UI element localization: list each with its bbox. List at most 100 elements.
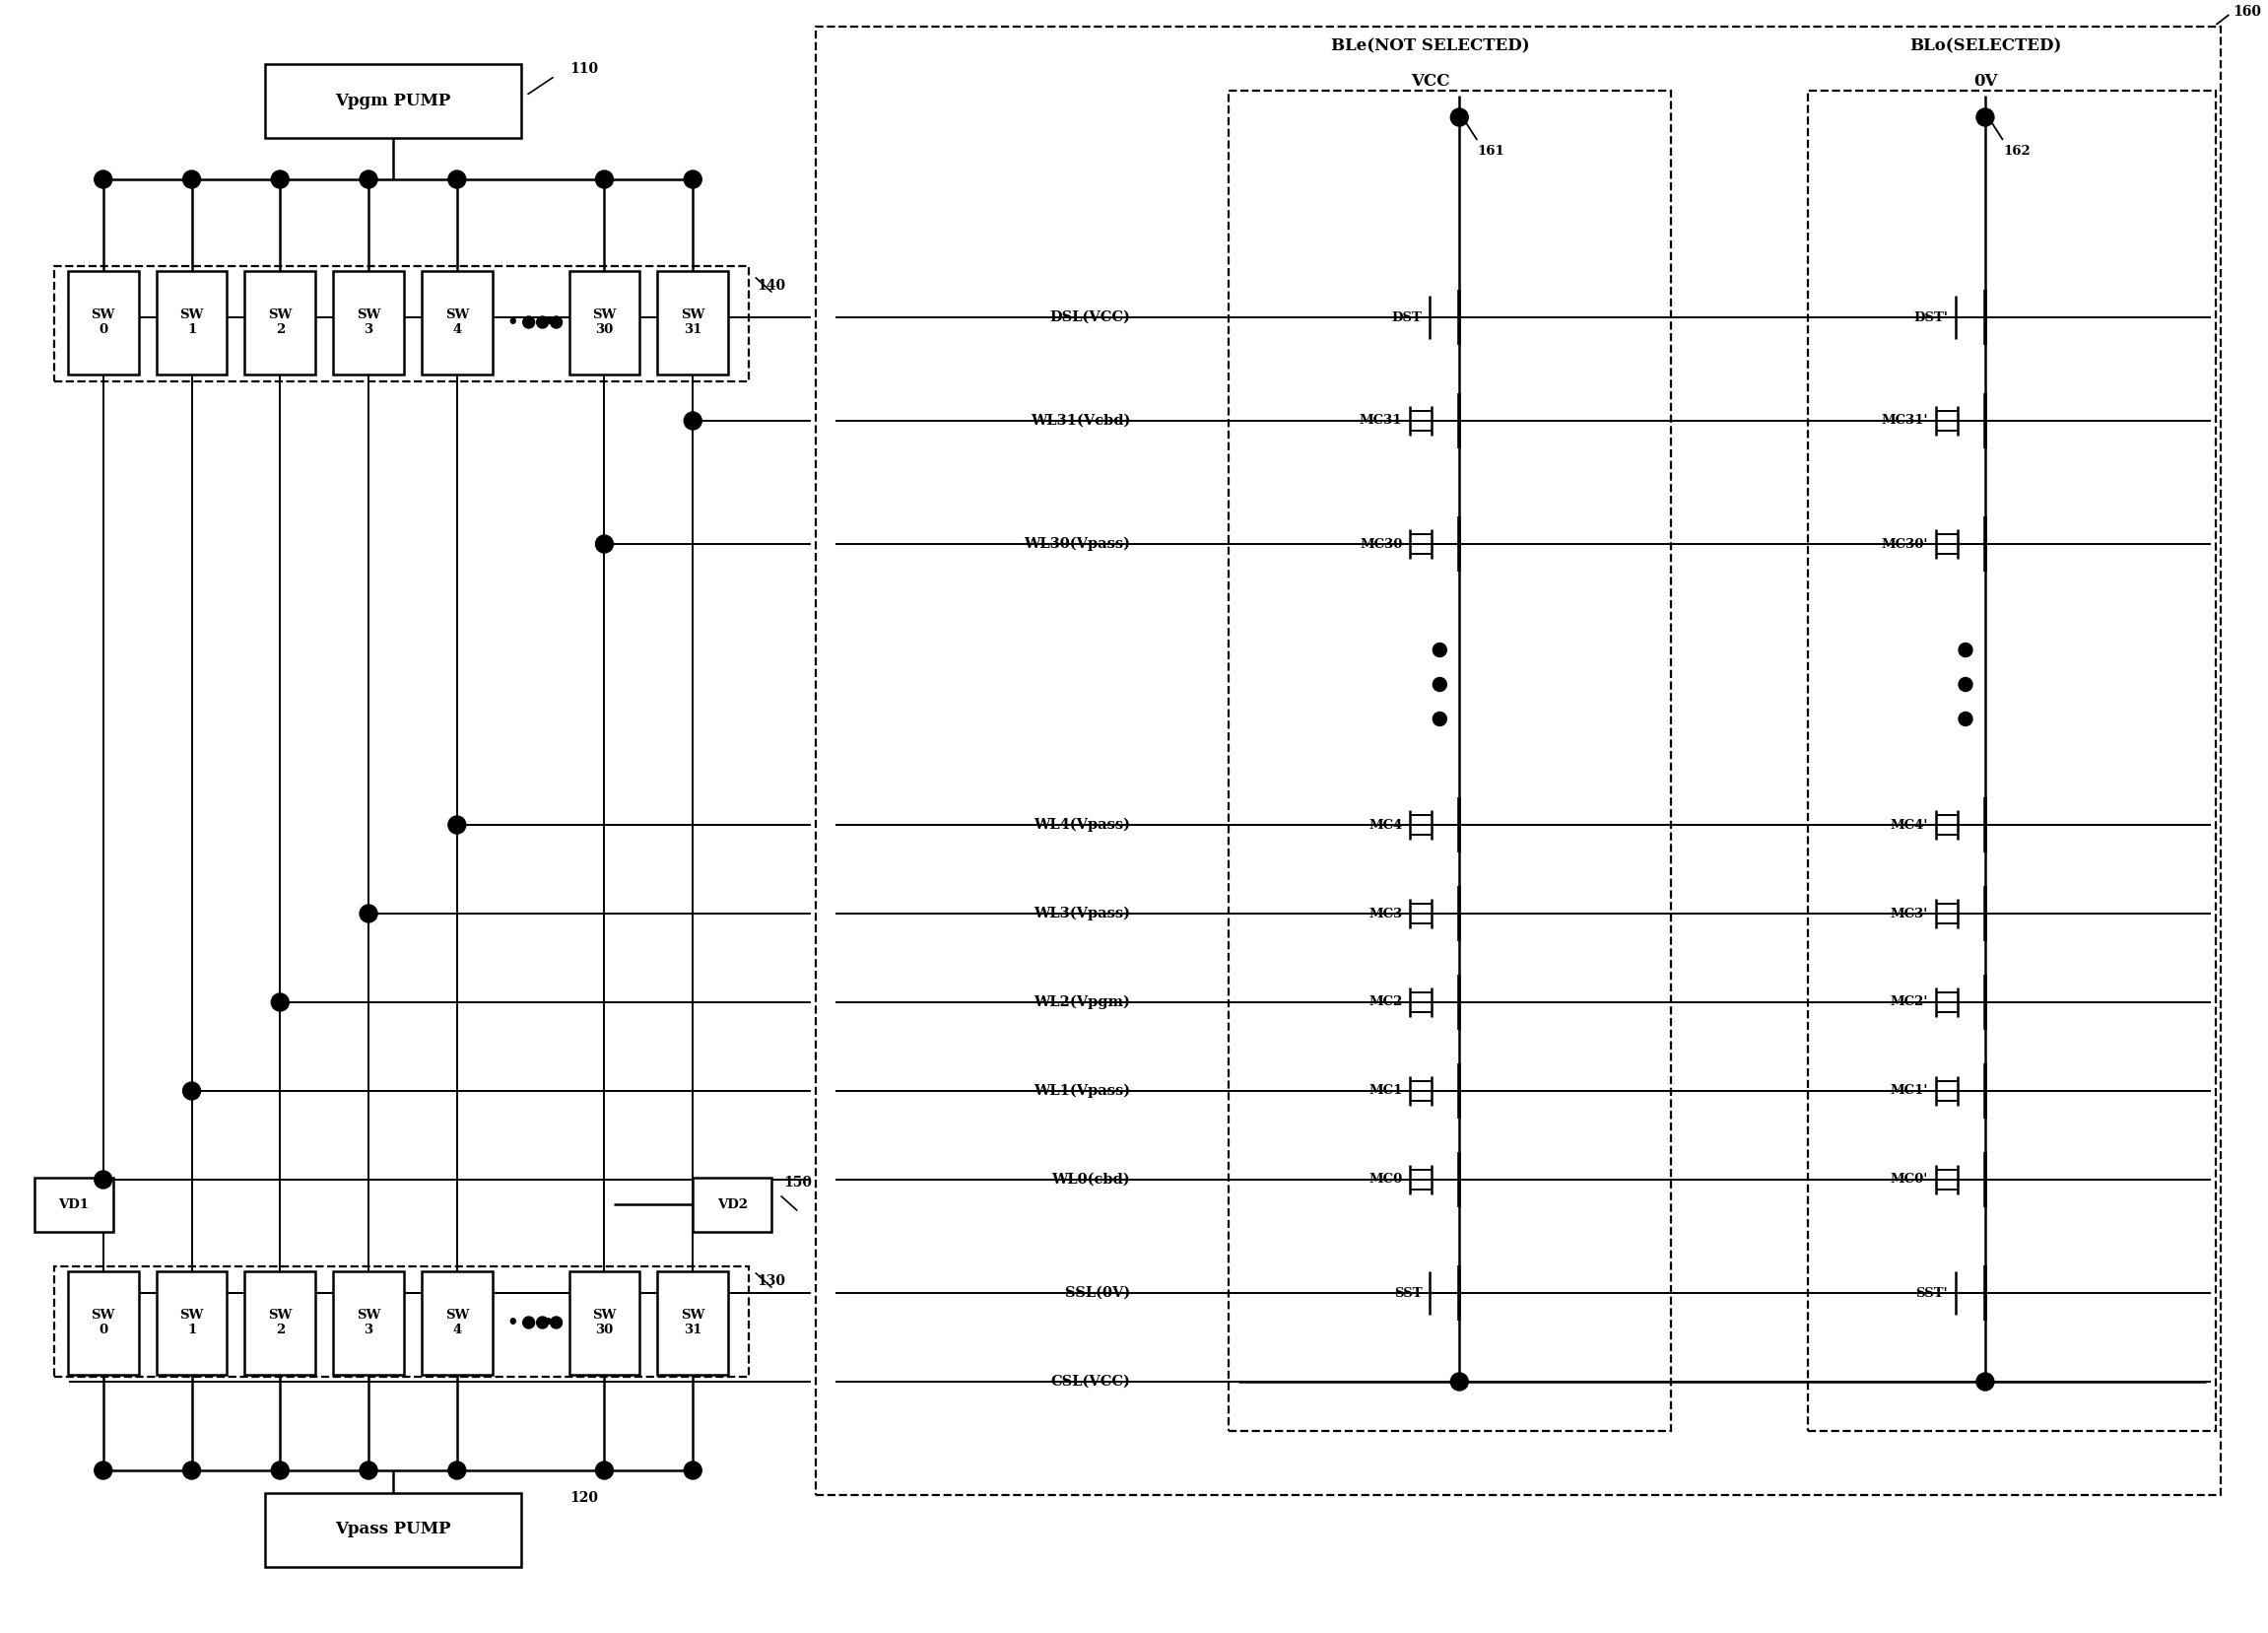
Circle shape	[1960, 678, 1973, 691]
Text: SW
31: SW 31	[680, 1308, 705, 1336]
Text: VCC: VCC	[1411, 72, 1449, 90]
Text: WL4(Vpass): WL4(Vpass)	[1034, 818, 1129, 831]
Text: Vpass PUMP: Vpass PUMP	[336, 1522, 451, 1538]
Text: BLo(SELECTED): BLo(SELECTED)	[1910, 38, 2062, 54]
Circle shape	[449, 816, 465, 834]
Circle shape	[596, 536, 612, 554]
Text: MC30: MC30	[1361, 537, 1402, 550]
Circle shape	[361, 1462, 376, 1479]
Text: • • •: • • •	[508, 314, 553, 331]
Text: 140: 140	[758, 279, 785, 292]
Circle shape	[685, 412, 701, 429]
Circle shape	[1975, 108, 1994, 126]
Circle shape	[551, 317, 562, 328]
Text: SW
1: SW 1	[179, 1308, 204, 1336]
Bar	[658, 1270, 728, 1375]
Circle shape	[449, 1462, 465, 1479]
Text: SST: SST	[1395, 1287, 1422, 1300]
Text: 160: 160	[2234, 5, 2261, 18]
Text: SW
4: SW 4	[445, 1308, 469, 1336]
Circle shape	[272, 993, 288, 1011]
Text: SW
1: SW 1	[179, 309, 204, 336]
Bar	[245, 1270, 315, 1375]
Circle shape	[449, 170, 465, 188]
Text: SW
2: SW 2	[268, 1308, 293, 1336]
Text: SW
30: SW 30	[592, 1308, 617, 1336]
Text: MC3: MC3	[1368, 908, 1402, 919]
Text: MC1: MC1	[1368, 1084, 1402, 1097]
Bar	[34, 1177, 113, 1231]
Text: WL3(Vpass): WL3(Vpass)	[1034, 906, 1129, 921]
Text: WL0(cbd): WL0(cbd)	[1052, 1172, 1129, 1187]
Bar	[692, 1177, 771, 1231]
Text: WL1(Vpass): WL1(Vpass)	[1034, 1084, 1129, 1097]
Text: WL30(Vpass): WL30(Vpass)	[1023, 537, 1129, 550]
Bar	[68, 271, 138, 374]
Circle shape	[524, 1316, 535, 1329]
Circle shape	[1960, 643, 1973, 656]
Circle shape	[538, 1316, 549, 1329]
Circle shape	[1960, 712, 1973, 725]
Circle shape	[272, 170, 288, 188]
Text: SW
3: SW 3	[356, 1308, 381, 1336]
Circle shape	[361, 905, 376, 923]
Text: 130: 130	[758, 1274, 785, 1288]
Bar	[1229, 91, 1672, 1431]
Bar	[265, 1493, 522, 1566]
Text: SSL(0V): SSL(0V)	[1066, 1287, 1129, 1300]
Text: SW
4: SW 4	[445, 309, 469, 336]
Circle shape	[1975, 1373, 1994, 1391]
Text: 150: 150	[782, 1176, 812, 1189]
Circle shape	[596, 170, 612, 188]
Bar	[54, 1266, 748, 1377]
Bar	[68, 1270, 138, 1375]
Text: SW
30: SW 30	[592, 309, 617, 336]
Text: SW
3: SW 3	[356, 309, 381, 336]
Bar	[658, 271, 728, 374]
Text: WL31(Vcbd): WL31(Vcbd)	[1030, 413, 1129, 428]
Text: 161: 161	[1476, 145, 1504, 158]
Circle shape	[538, 317, 549, 328]
Text: WL2(Vpgm): WL2(Vpgm)	[1034, 994, 1129, 1009]
Text: SW
2: SW 2	[268, 309, 293, 336]
Text: BLe(NOT SELECTED): BLe(NOT SELECTED)	[1331, 38, 1529, 54]
Text: MC1': MC1'	[1892, 1084, 1928, 1097]
Circle shape	[596, 1462, 612, 1479]
Circle shape	[361, 170, 376, 188]
Bar	[816, 26, 2220, 1496]
Text: 110: 110	[569, 62, 599, 75]
Text: MC31: MC31	[1359, 415, 1402, 428]
Text: DSL(VCC): DSL(VCC)	[1050, 310, 1129, 325]
Text: • • •: • • •	[508, 1313, 553, 1331]
Bar	[422, 271, 492, 374]
Circle shape	[685, 170, 701, 188]
Text: MC2: MC2	[1368, 996, 1402, 1009]
Text: CSL(VCC): CSL(VCC)	[1050, 1375, 1129, 1388]
Circle shape	[95, 1462, 111, 1479]
Text: SW
0: SW 0	[91, 309, 116, 336]
Text: MC0: MC0	[1368, 1172, 1402, 1186]
Text: MC4': MC4'	[1892, 818, 1928, 831]
Circle shape	[1433, 678, 1447, 691]
Bar	[569, 271, 640, 374]
Text: MC30': MC30'	[1882, 537, 1928, 550]
Bar	[245, 271, 315, 374]
Circle shape	[1452, 1373, 1467, 1391]
Text: SST': SST'	[1916, 1287, 1948, 1300]
Circle shape	[1452, 108, 1467, 126]
Bar	[54, 266, 748, 382]
Text: SW
31: SW 31	[680, 309, 705, 336]
Circle shape	[1433, 712, 1447, 725]
Circle shape	[272, 1462, 288, 1479]
Circle shape	[1433, 643, 1447, 656]
Bar	[265, 64, 522, 137]
Text: MC4: MC4	[1368, 818, 1402, 831]
Circle shape	[184, 1083, 200, 1101]
Text: DST': DST'	[1914, 310, 1948, 323]
Text: 120: 120	[569, 1491, 599, 1506]
Bar	[156, 1270, 227, 1375]
Text: VD2: VD2	[717, 1199, 748, 1210]
Circle shape	[184, 1462, 200, 1479]
Bar	[1808, 91, 2216, 1431]
Circle shape	[551, 1316, 562, 1329]
